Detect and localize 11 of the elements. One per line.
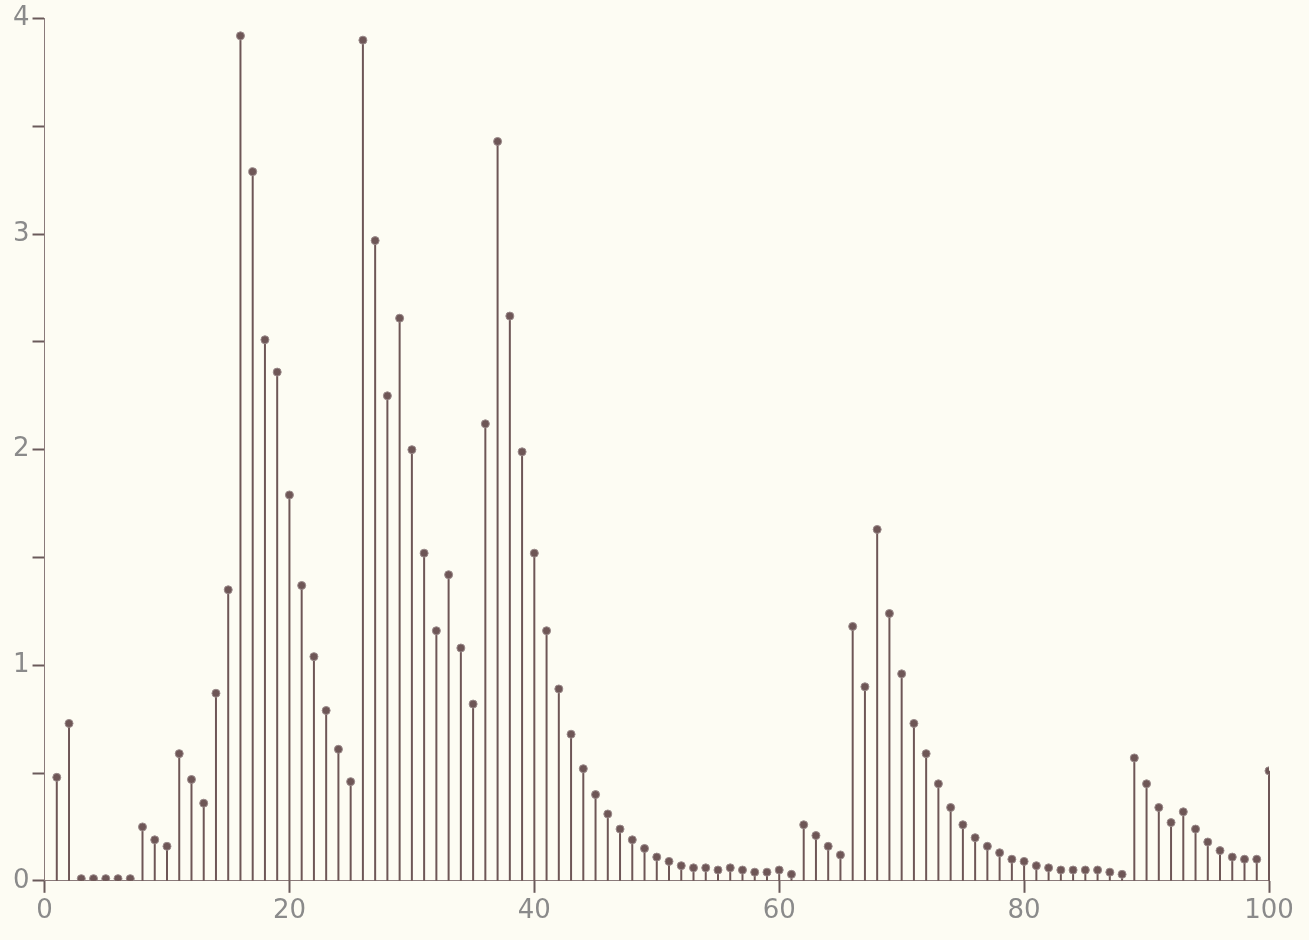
x-tick-label: 80: [1007, 894, 1041, 925]
y-tick-label: 1: [13, 648, 30, 678]
x-tick-label: 20: [272, 894, 306, 925]
y-tick-label: 4: [13, 1, 30, 32]
y-tick-label: 0: [13, 863, 30, 894]
y-tick-label: 3: [13, 216, 30, 247]
x-tick-label: 40: [517, 894, 551, 925]
x-tick-label: 60: [762, 894, 796, 925]
x-tick-label: 100: [1244, 894, 1294, 925]
x-tick-label: 0: [36, 894, 53, 925]
y-tick-label: 2: [13, 432, 30, 463]
